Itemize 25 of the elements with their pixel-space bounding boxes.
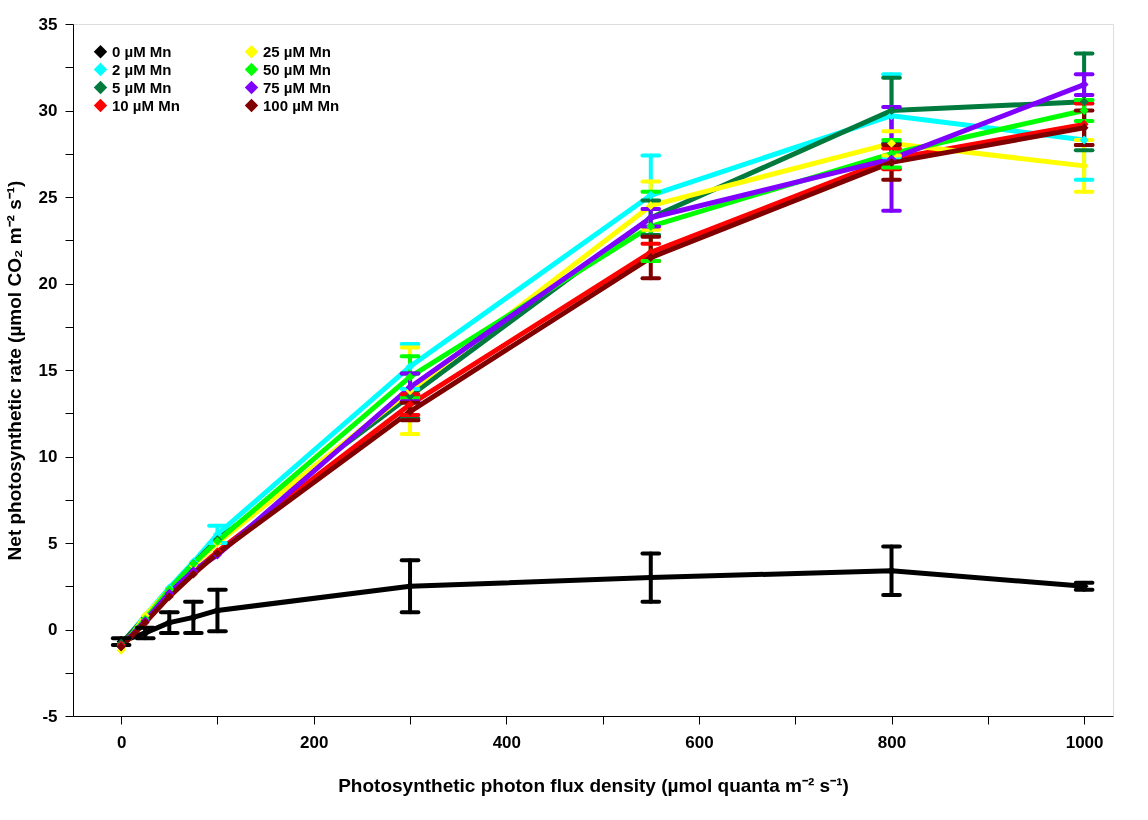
y-tick-label: 10	[38, 447, 58, 466]
y-tick-label: 20	[38, 274, 58, 293]
y-tick-label: 15	[38, 360, 58, 380]
x-tick-label: 800	[877, 732, 907, 752]
x-tick-label: 0	[116, 732, 127, 752]
legend-label: 100 µM Mn	[263, 96, 340, 114]
legend-label: 75 µM Mn	[263, 78, 331, 96]
x-tick-label: 400	[492, 732, 522, 752]
x-axis-title: Photosynthetic photon flux density (µmol quanta m⁻² s⁻¹)	[338, 774, 849, 796]
x-tick-label: 200	[300, 732, 329, 752]
legend-label: 10 µM Mn	[112, 96, 180, 114]
legend-label: 5 µM Mn	[112, 78, 172, 96]
legend-label: 0 µM Mn	[112, 42, 172, 60]
legend-label: 2 µM Mn	[112, 60, 172, 78]
y-tick-label: 0	[48, 620, 58, 639]
legend-label: 50 µM Mn	[263, 60, 331, 78]
y-axis-title: Net photosynthetic rate (µmol CO₂ m⁻² s⁻¹)	[3, 180, 25, 561]
y-tick-label: -5	[42, 706, 58, 726]
x-tick-label: 600	[685, 732, 714, 752]
y-tick-label: 25	[38, 187, 58, 207]
y-tick-label: 30	[38, 101, 58, 120]
y-tick-label: 35	[38, 14, 58, 34]
x-tick-label: 1000	[1065, 732, 1104, 752]
y-tick-label: 5	[48, 533, 58, 553]
legend-label: 25 µM Mn	[263, 42, 331, 60]
